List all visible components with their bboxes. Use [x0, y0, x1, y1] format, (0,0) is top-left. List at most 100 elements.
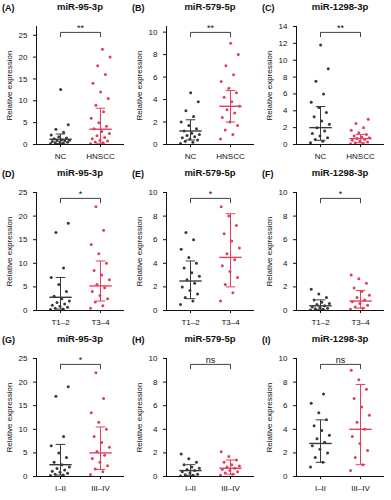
html-text:miR-579-5p: miR-579-5p [184, 1, 236, 12]
svg-text:6: 6 [283, 235, 288, 244]
svg-text:*: * [209, 189, 213, 199]
svg-text:4: 4 [283, 106, 288, 115]
svg-text:NC: NC [315, 152, 327, 161]
svg-text:5: 5 [23, 448, 28, 457]
svg-text:2: 2 [283, 123, 288, 132]
svg-text:8: 8 [153, 212, 158, 221]
svg-text:Relative expression: Relative expression [5, 51, 14, 121]
html-text:miR-579-5p: miR-579-5p [184, 333, 236, 344]
svg-text:Relative expression: Relative expression [5, 217, 14, 287]
svg-text:III–IV: III–IV [351, 484, 370, 493]
svg-text:Relative expression: Relative expression [265, 383, 274, 453]
svg-text:2: 2 [283, 448, 288, 457]
svg-text:14: 14 [279, 22, 288, 31]
svg-text:**: ** [207, 23, 215, 33]
svg-text:I–II: I–II [315, 484, 326, 493]
svg-text:0: 0 [283, 140, 288, 149]
svg-text:15: 15 [19, 75, 28, 84]
svg-text:6: 6 [153, 73, 158, 82]
html-text:miR-95-3p: miR-95-3p [57, 1, 103, 12]
svg-text:2: 2 [153, 448, 158, 457]
svg-text:10: 10 [279, 354, 288, 363]
svg-text:Relative expression: Relative expression [135, 383, 144, 453]
svg-text:25: 25 [19, 188, 28, 197]
svg-text:25: 25 [19, 354, 28, 363]
svg-text:0: 0 [153, 306, 158, 315]
svg-text:20: 20 [19, 53, 28, 62]
svg-text:T1–2: T1–2 [311, 318, 330, 327]
svg-text:HNSCC: HNSCC [346, 152, 375, 161]
svg-text:10: 10 [279, 56, 288, 65]
svg-text:4: 4 [153, 259, 158, 268]
svg-text:4: 4 [283, 259, 288, 268]
svg-text:2: 2 [283, 282, 288, 291]
svg-text:**: ** [77, 23, 85, 33]
svg-text:6: 6 [153, 235, 158, 244]
svg-text:III–IV: III–IV [221, 484, 240, 493]
svg-text:25: 25 [19, 31, 28, 40]
svg-text:5: 5 [23, 282, 28, 291]
html-text:miR-579-5p: miR-579-5p [184, 167, 236, 178]
svg-text:10: 10 [19, 96, 28, 105]
svg-text:0: 0 [23, 306, 28, 315]
svg-text:0: 0 [153, 472, 158, 481]
svg-text:ns: ns [336, 355, 346, 365]
svg-text:10: 10 [149, 354, 158, 363]
svg-text:0: 0 [23, 472, 28, 481]
svg-text:Relative expression: Relative expression [265, 217, 274, 287]
svg-text:6: 6 [153, 401, 158, 410]
html-text:miR-1298-3p: miR-1298-3p [311, 167, 369, 178]
svg-text:HNSCC: HNSCC [86, 152, 115, 161]
svg-text:6: 6 [283, 401, 288, 410]
html-text:miR-1298-3p: miR-1298-3p [311, 1, 369, 12]
svg-text:III–IV: III–IV [91, 484, 110, 493]
svg-text:4: 4 [153, 425, 158, 434]
svg-text:8: 8 [153, 378, 158, 387]
svg-text:15: 15 [19, 401, 28, 410]
svg-text:0: 0 [283, 472, 288, 481]
svg-text:Relative expression: Relative expression [265, 51, 274, 121]
svg-text:10: 10 [279, 188, 288, 197]
html-text:miR-95-3p: miR-95-3p [57, 333, 103, 344]
svg-text:NC: NC [185, 152, 197, 161]
svg-text:I–II: I–II [185, 484, 196, 493]
svg-text:2: 2 [153, 118, 158, 127]
svg-text:20: 20 [19, 212, 28, 221]
svg-text:0: 0 [153, 140, 158, 149]
svg-text:Relative expression: Relative expression [135, 51, 144, 121]
svg-text:8: 8 [283, 73, 288, 82]
svg-text:Relative expression: Relative expression [5, 383, 14, 453]
svg-text:5: 5 [23, 118, 28, 127]
html-text:miR-95-3p: miR-95-3p [57, 167, 103, 178]
svg-text:T3–4: T3–4 [351, 318, 370, 327]
svg-text:8: 8 [153, 50, 158, 59]
svg-text:20: 20 [19, 378, 28, 387]
svg-text:8: 8 [283, 378, 288, 387]
svg-text:4: 4 [283, 425, 288, 434]
svg-text:4: 4 [153, 95, 158, 104]
svg-text:*: * [79, 355, 83, 365]
svg-text:*: * [79, 189, 83, 199]
svg-text:T3–4: T3–4 [221, 318, 240, 327]
svg-text:**: ** [337, 23, 345, 33]
svg-text:T3–4: T3–4 [91, 318, 110, 327]
svg-text:8: 8 [283, 212, 288, 221]
svg-text:10: 10 [149, 188, 158, 197]
svg-text:T1–2: T1–2 [51, 318, 70, 327]
svg-text:6: 6 [283, 89, 288, 98]
svg-text:Relative expression: Relative expression [135, 217, 144, 287]
svg-text:10: 10 [19, 259, 28, 268]
svg-text:0: 0 [23, 140, 28, 149]
svg-text:10: 10 [149, 28, 158, 37]
svg-text:0: 0 [283, 306, 288, 315]
svg-text:ns: ns [206, 355, 216, 365]
svg-text:T1–2: T1–2 [181, 318, 200, 327]
svg-text:I–II: I–II [55, 484, 66, 493]
svg-text:HNSCC: HNSCC [216, 152, 245, 161]
svg-text:12: 12 [279, 39, 288, 48]
svg-text:15: 15 [19, 235, 28, 244]
svg-text:10: 10 [19, 425, 28, 434]
svg-text:2: 2 [153, 282, 158, 291]
svg-text:*: * [339, 189, 343, 199]
svg-text:NC: NC [55, 152, 67, 161]
